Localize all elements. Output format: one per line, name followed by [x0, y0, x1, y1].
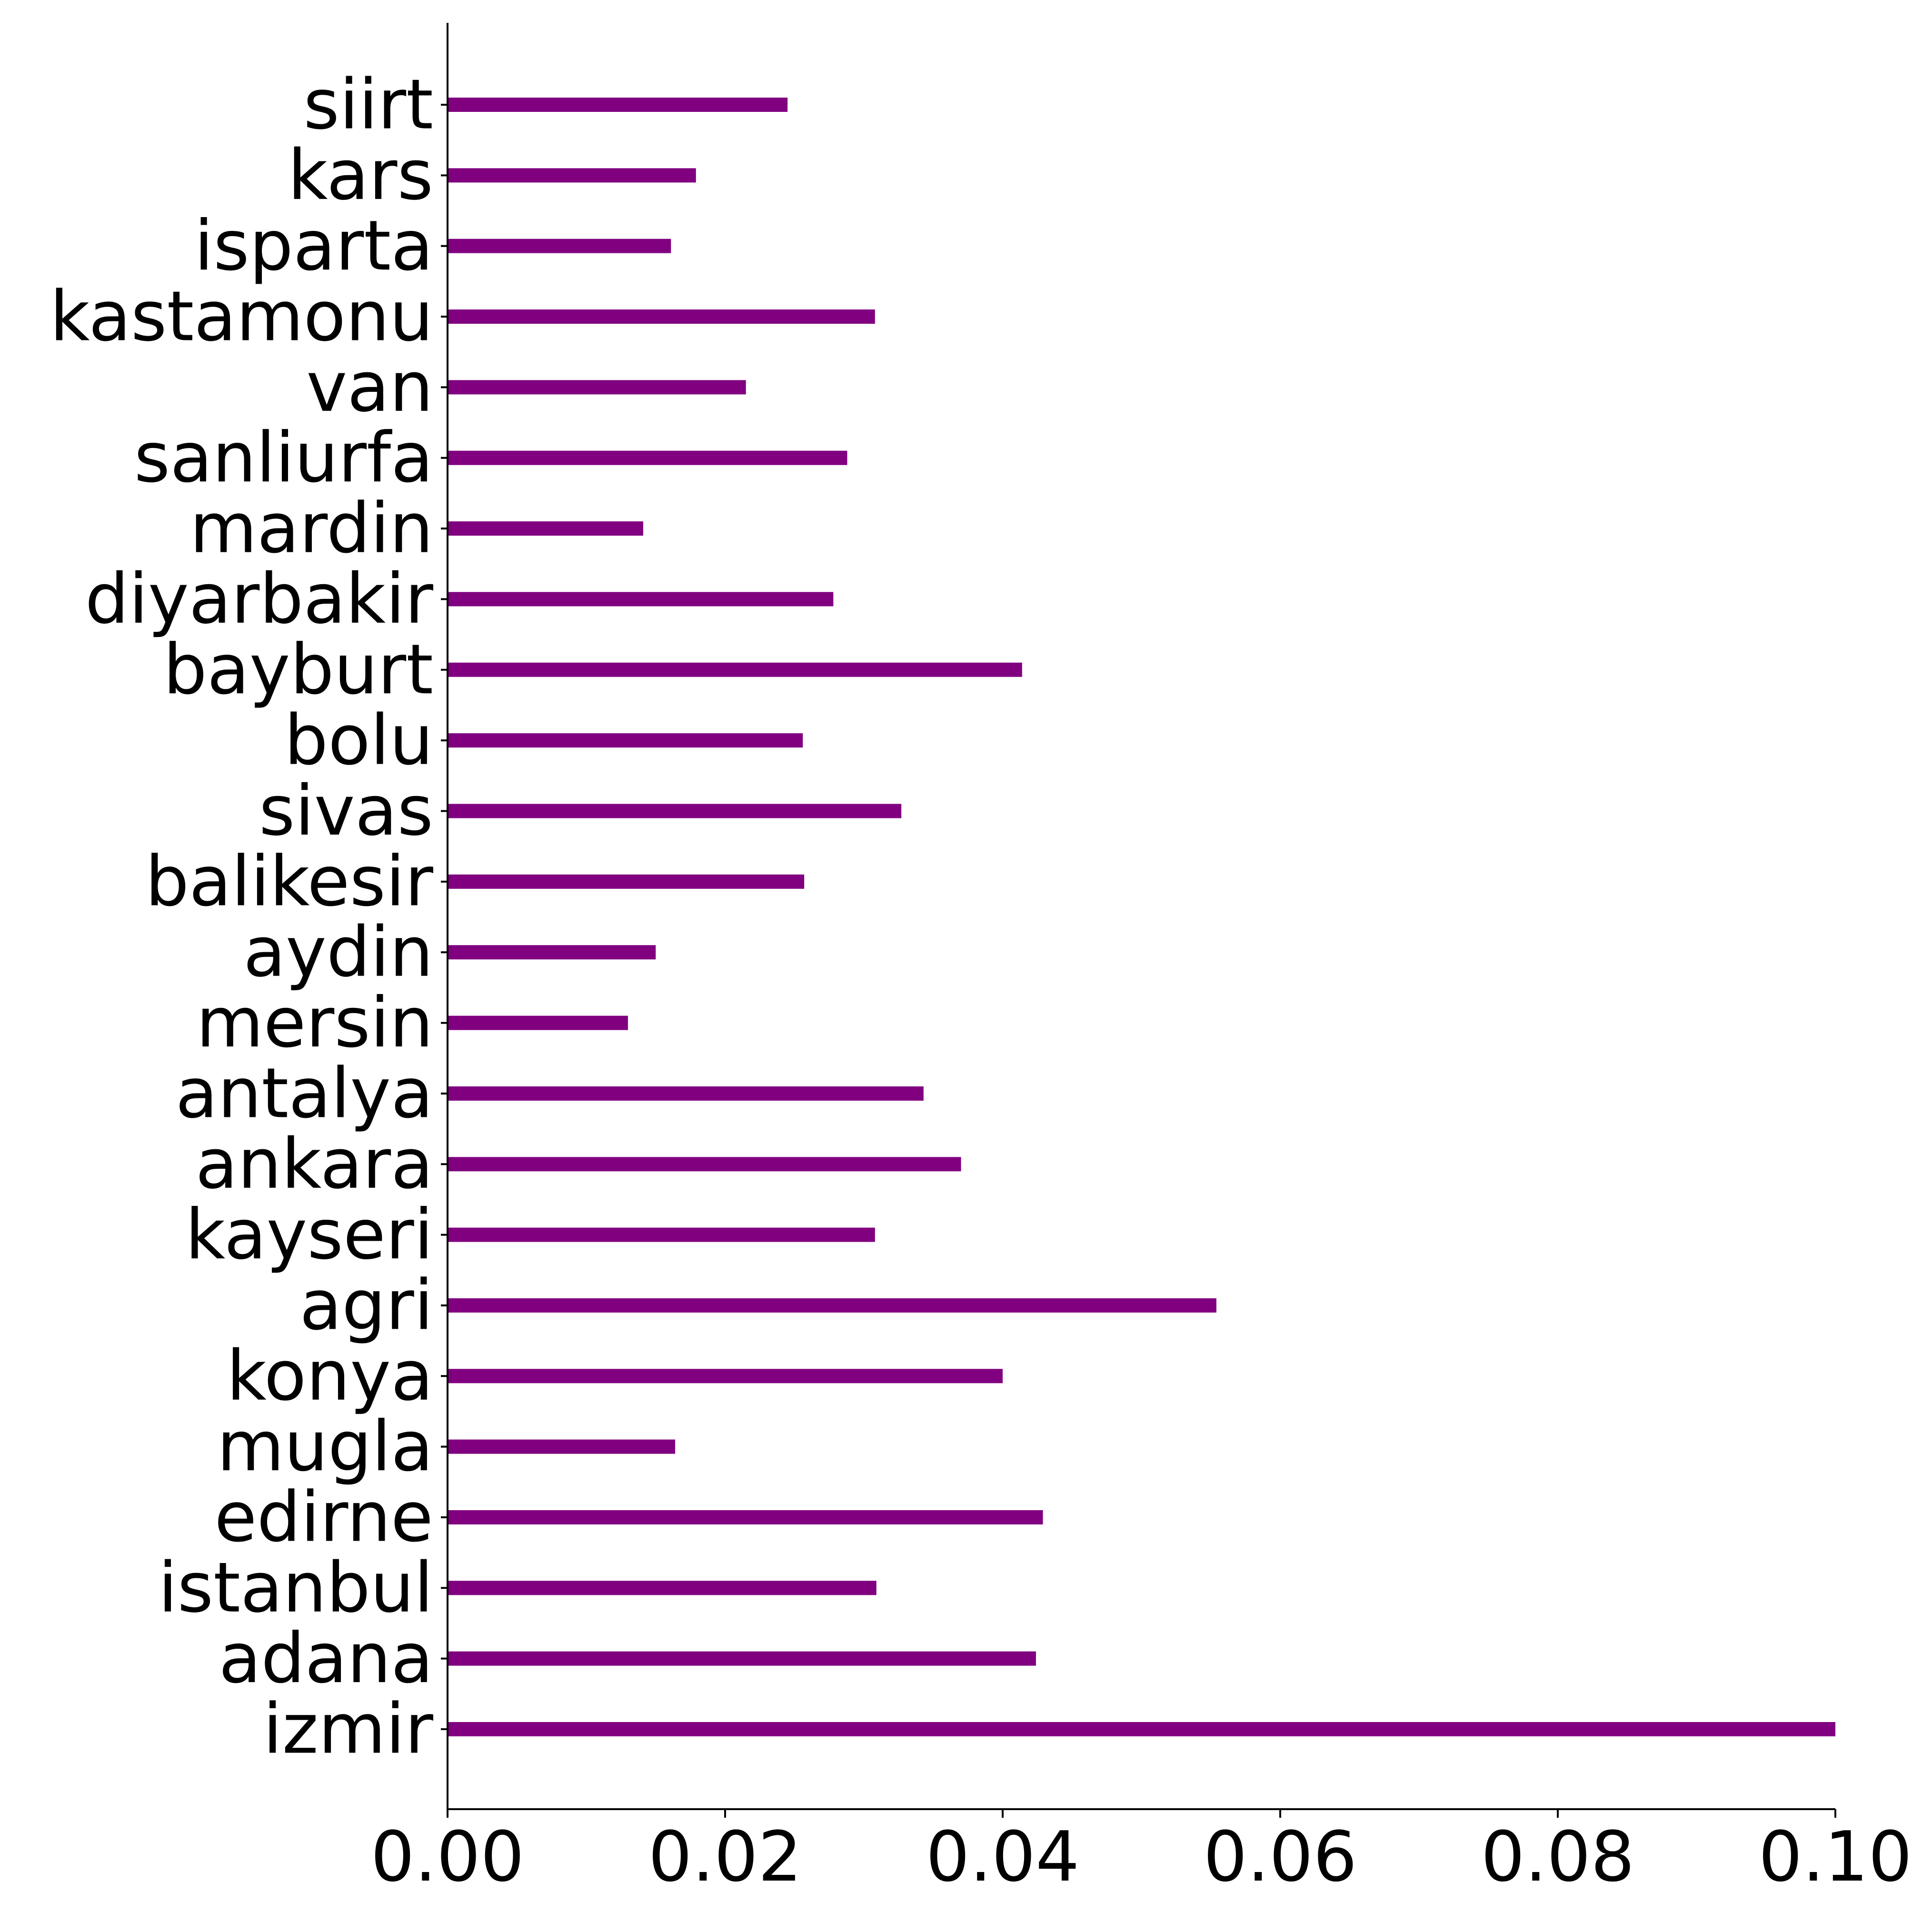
y-tick-label-siirt: siirt: [303, 65, 433, 145]
bar-isparta: [448, 239, 671, 253]
bar-siirt: [448, 98, 788, 112]
bar-mugla: [448, 1439, 676, 1454]
bar-balikesir: [448, 874, 805, 889]
y-tick-label-antalya: antalya: [176, 1053, 433, 1134]
y-tick-label-kars: kars: [288, 135, 433, 216]
bar-bayburt: [448, 662, 1022, 677]
x-tick-label: 0.06: [1204, 1817, 1357, 1897]
x-tick-label: 0.00: [371, 1817, 525, 1897]
bar-agri: [448, 1298, 1216, 1313]
bar-aydin: [448, 945, 656, 960]
x-tick-label: 0.08: [1481, 1817, 1635, 1897]
bar-kastamonu: [448, 309, 875, 324]
bar-konya: [448, 1369, 1003, 1384]
bar-sivas: [448, 804, 902, 818]
x-tick-label: 0.02: [648, 1817, 802, 1897]
y-tick-label-aydin: aydin: [243, 912, 433, 993]
bar-kayseri: [448, 1227, 875, 1242]
bar-bolu: [448, 733, 803, 748]
y-tick-label-mugla: mugla: [217, 1406, 433, 1487]
y-tick-label-bayburt: bayburt: [163, 629, 433, 710]
bar-antalya: [448, 1086, 924, 1101]
y-tick-label-bolu: bolu: [284, 700, 433, 781]
bar-van: [448, 380, 746, 395]
y-tick-label-sanliurfa: sanliurfa: [134, 418, 433, 498]
bar-edirne: [448, 1510, 1043, 1524]
y-tick-label-izmir: izmir: [263, 1689, 433, 1770]
y-tick-label-isparta: isparta: [194, 206, 433, 286]
y-tick-label-sivas: sivas: [259, 771, 433, 851]
bar-izmir: [448, 1722, 1835, 1736]
bar-sanliurfa: [448, 450, 847, 465]
bar-mardin: [448, 521, 644, 536]
y-tick-label-istanbul: istanbul: [158, 1548, 433, 1628]
x-tick-label: 0.10: [1759, 1817, 1912, 1897]
y-tick-label-edirne: edirne: [214, 1477, 433, 1557]
x-tick-label: 0.04: [926, 1817, 1080, 1897]
bar-kars: [448, 168, 696, 183]
y-tick-label-agri: agri: [299, 1265, 433, 1345]
y-tick-label-diyarbakir: diyarbakir: [85, 559, 434, 639]
y-tick-label-balikesir: balikesir: [145, 841, 433, 922]
bar-ankara: [448, 1157, 961, 1172]
y-tick-label-adana: adana: [219, 1618, 433, 1699]
bars: [448, 98, 1835, 1736]
bar-istanbul: [448, 1581, 876, 1595]
bar-adana: [448, 1651, 1036, 1666]
y-tick-label-kastamonu: kastamonu: [50, 277, 433, 357]
y-tick-label-mersin: mersin: [196, 983, 433, 1063]
axes: izmiradanaistanbuledirnemuglakonyaagrika…: [50, 23, 1912, 1897]
y-tick-label-ankara: ankara: [196, 1124, 434, 1205]
y-tick-label-van: van: [306, 347, 433, 428]
y-tick-label-kayseri: kayseri: [185, 1195, 433, 1275]
y-tick-label-konya: konya: [227, 1336, 433, 1416]
bar-diyarbakir: [448, 592, 834, 607]
bar-mersin: [448, 1016, 628, 1030]
y-tick-label-mardin: mardin: [190, 488, 433, 569]
